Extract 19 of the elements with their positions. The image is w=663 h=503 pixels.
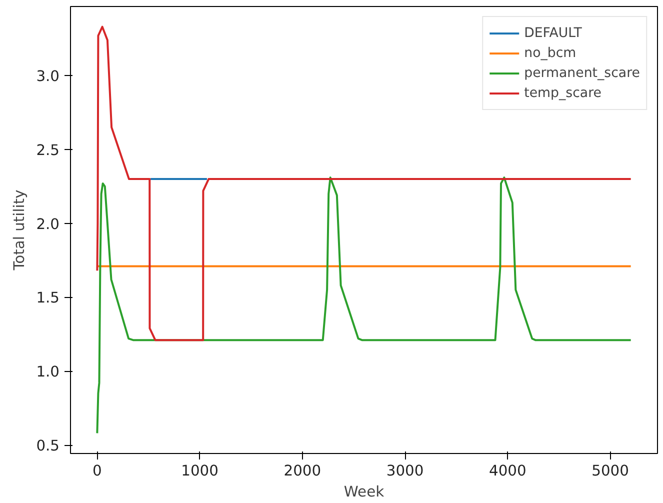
x-tick-label: 3000 — [386, 462, 424, 480]
x-axis-title: Week — [344, 484, 385, 500]
line-series — [96, 176, 632, 434]
x-tick-label: 1000 — [181, 462, 218, 480]
y-tick-label: 1.0 — [36, 364, 60, 381]
y-axis-title: Total utility — [11, 189, 28, 272]
x-tick-label: 0 — [92, 462, 102, 480]
legend-label: no_bcm — [524, 46, 576, 60]
x-tick-label: 2000 — [284, 462, 322, 480]
y-tick-label: 3.0 — [36, 68, 60, 86]
legend-label: permanent_scare — [524, 66, 640, 80]
legend-label: DEFAULT — [524, 26, 582, 40]
x-tick-label: 5000 — [592, 462, 629, 480]
y-tick-label: 2.0 — [36, 216, 60, 233]
y-tick-label: 0.5 — [36, 438, 60, 455]
x-tick-label: 4000 — [489, 462, 526, 480]
y-tick-label: 2.5 — [36, 142, 60, 159]
y-tick-label: 1.5 — [36, 290, 60, 307]
legend-label: temp_scare — [524, 86, 602, 100]
